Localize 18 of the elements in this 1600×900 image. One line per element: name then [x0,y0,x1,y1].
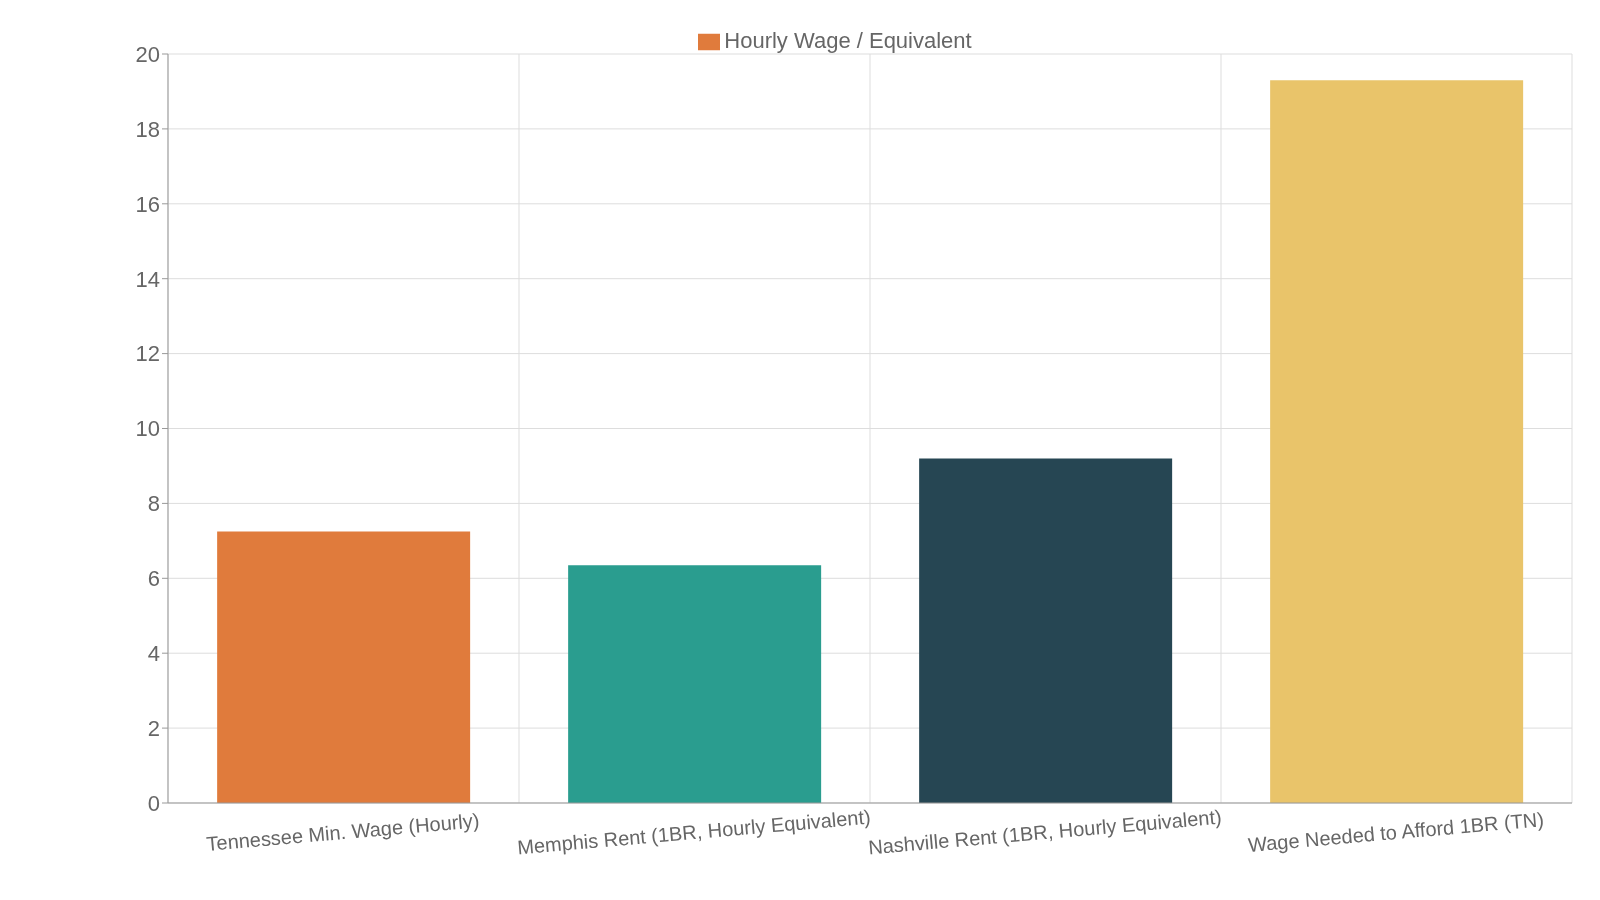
y-tick-label: 10 [135,416,160,442]
y-tick-label: 20 [135,41,160,67]
y-tick-label: 6 [147,566,160,592]
y-tick-label: 2 [147,715,160,741]
bar [217,531,471,803]
y-tick-label: 0 [147,790,160,816]
y-tick-label: 4 [147,641,160,667]
y-tick-label: 16 [135,191,160,217]
y-tick-label: 18 [135,116,160,142]
legend-label: Hourly Wage / Equivalent [724,28,972,53]
y-tick-label: 12 [135,341,160,367]
x-tick-label: Wage Needed to Afford 1BR (TN) [1247,808,1545,856]
bar [919,458,1173,803]
bar [568,565,822,803]
y-tick-label: 14 [135,266,160,292]
bar [1270,80,1524,803]
x-tick-label: Tennessee Min. Wage (Hourly) [205,809,481,855]
y-tick-label: 8 [147,491,160,517]
